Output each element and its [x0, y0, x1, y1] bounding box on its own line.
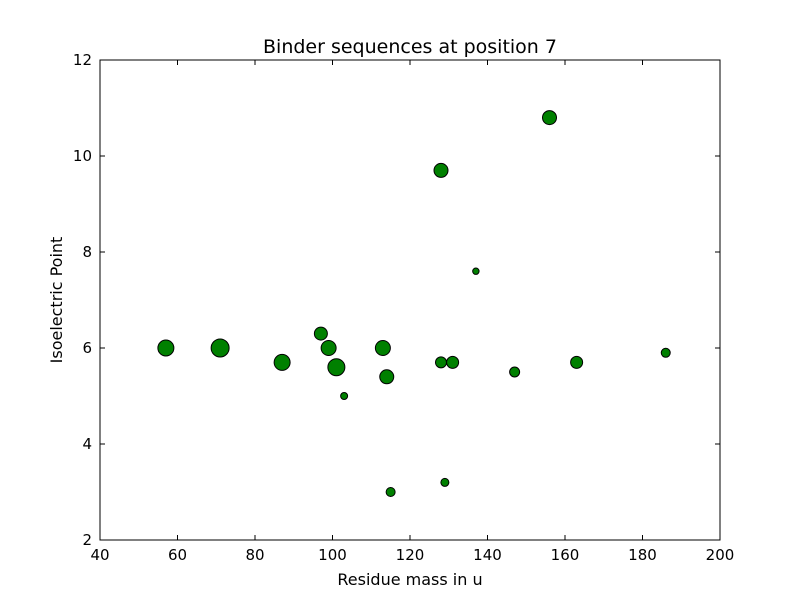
data-point: [320, 340, 337, 356]
y-tick-label: 10: [73, 147, 92, 165]
y-tick-label: 4: [82, 435, 92, 453]
data-point: [273, 353, 291, 371]
x-tick-label: 160: [551, 546, 580, 564]
data-point: [157, 339, 175, 357]
data-point: [440, 477, 450, 487]
data-point: [542, 110, 557, 126]
data-point: [340, 392, 349, 400]
x-tick-label: 200: [706, 546, 735, 564]
data-point: [570, 355, 584, 369]
x-axis-label: Residue mass in u: [337, 570, 482, 589]
x-tick-label: 140: [473, 546, 502, 564]
data-point: [509, 366, 521, 378]
x-tick-label: 80: [245, 546, 264, 564]
data-point: [435, 356, 447, 369]
axis-ticks: 40 60 80 100 120 140 160 180 200 2 4 6 8 10 12: [73, 51, 734, 564]
y-tick-label: 2: [82, 531, 92, 549]
plot-marks: [157, 110, 671, 497]
x-tick-label: 40: [90, 546, 109, 564]
x-tick-label: 180: [628, 546, 657, 564]
x-tick-label: 100: [318, 546, 347, 564]
x-tick-label: 60: [168, 546, 187, 564]
data-point: [327, 358, 346, 377]
y-tick-label: 8: [82, 243, 92, 261]
y-tick-label: 6: [82, 339, 92, 357]
x-tick-label: 120: [396, 546, 425, 564]
data-point: [210, 338, 230, 358]
y-tick-label: 12: [73, 51, 92, 69]
data-point: [379, 369, 395, 385]
chart-title: Binder sequences at position 7: [263, 36, 557, 58]
data-point: [660, 347, 671, 358]
data-point: [313, 326, 328, 341]
data-point: [374, 340, 391, 356]
data-point: [433, 162, 449, 178]
data-point: [446, 355, 460, 369]
data-point: [385, 487, 396, 497]
y-axis-label: Isoelectric Point: [47, 237, 66, 364]
plot-frame: [99, 59, 721, 541]
data-point: [472, 267, 480, 275]
